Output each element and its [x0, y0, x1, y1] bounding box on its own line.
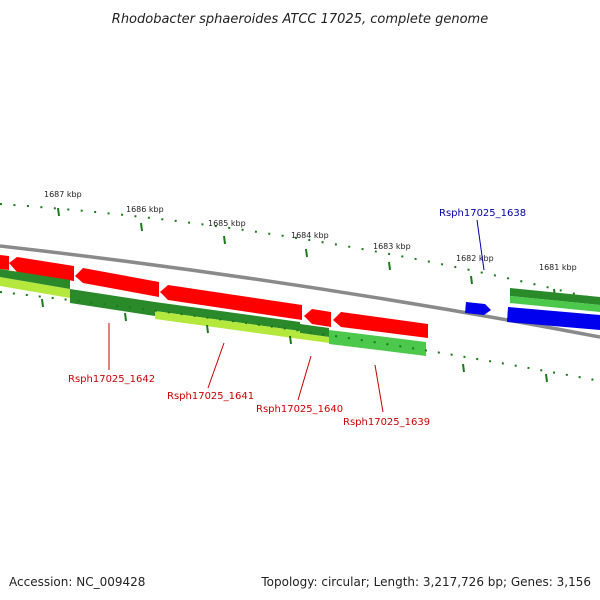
inner-scale-ticks: [0, 291, 600, 383]
cds-light[interactable]: [329, 330, 426, 356]
gene-label[interactable]: Rsph17025_1642: [68, 374, 155, 385]
gene-rsph17025-1638-arrow[interactable]: [465, 302, 491, 315]
forward-strand-features: [465, 302, 600, 330]
gene-arrow-red[interactable]: [160, 285, 302, 320]
gene-label[interactable]: Rsph17025_1641: [167, 391, 254, 402]
gene-block-forward[interactable]: [507, 307, 600, 330]
cds-yellow[interactable]: [155, 311, 300, 339]
scale-label: 1684 kbp: [291, 231, 329, 240]
label-leader-lines: [108, 219, 485, 413]
scale-label: 1687 kbp: [44, 190, 82, 199]
scale-label: 1686 kbp: [126, 205, 164, 214]
scale-labels: 1687 kbp 1686 kbp 1685 kbp 1684 kbp 1683…: [44, 190, 577, 272]
gene-label[interactable]: Rsph17025_1640: [256, 404, 343, 415]
scale-label: 1683 kbp: [373, 242, 411, 251]
scale-label: 1681 kbp: [539, 263, 577, 272]
cds-dark[interactable]: [300, 324, 329, 337]
cds-yellow[interactable]: [0, 277, 70, 298]
map-title: Rhodobacter sphaeroides ATCC 17025, comp…: [112, 12, 488, 27]
accession-text: Accession: NC_009428: [9, 575, 145, 589]
gene-arrow-red[interactable]: [0, 255, 9, 270]
outer-scale-major-ticks: [57, 207, 556, 298]
gene-label[interactable]: Rsph17025_1639: [343, 417, 430, 428]
reverse-strand-genes: [0, 255, 428, 338]
cds-yellow[interactable]: [300, 333, 329, 343]
gene-labels: Rsph17025_1642 Rsph17025_1641 Rsph17025_…: [68, 208, 526, 428]
gene-label[interactable]: Rsph17025_1638: [439, 208, 526, 219]
forward-cds-features: [510, 288, 600, 312]
scale-label: 1685 kbp: [208, 219, 246, 228]
cds-dark[interactable]: [155, 302, 300, 331]
cds-right-light[interactable]: [510, 296, 600, 312]
reverse-cds-features: [0, 269, 426, 356]
cds-dark[interactable]: [70, 289, 155, 316]
gene-arrow-red[interactable]: [333, 312, 428, 338]
gene-arrow-red[interactable]: [75, 268, 159, 297]
gene-arrow-red[interactable]: [304, 309, 331, 327]
genome-summary-text: Topology: circular; Length: 3,217,726 bp…: [260, 575, 591, 589]
cds-dark[interactable]: [0, 269, 70, 289]
cds-right-dark[interactable]: [510, 288, 600, 305]
scale-label: 1682 kbp: [456, 254, 494, 263]
gene-arrow-red[interactable]: [9, 257, 74, 281]
